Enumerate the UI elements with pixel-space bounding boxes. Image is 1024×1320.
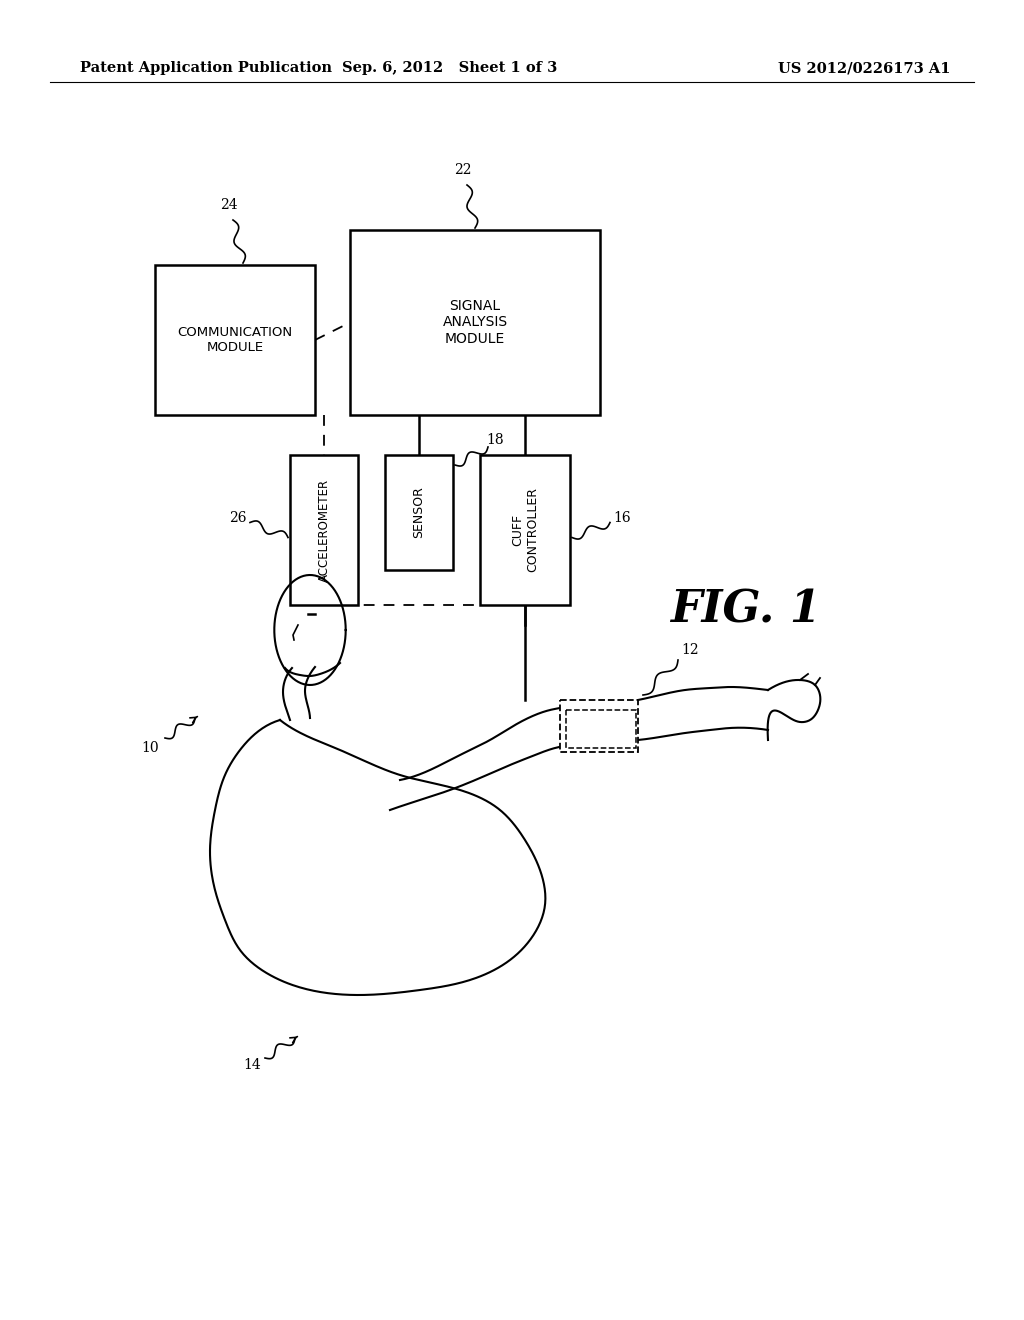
Text: 22: 22 [455, 162, 472, 177]
Text: Sep. 6, 2012   Sheet 1 of 3: Sep. 6, 2012 Sheet 1 of 3 [342, 61, 558, 75]
Bar [350, 230, 600, 414]
Text: FIG. 1: FIG. 1 [670, 589, 820, 631]
Text: SIGNAL
ANALYSIS
MODULE: SIGNAL ANALYSIS MODULE [442, 300, 508, 346]
Text: ACCELEROMETER: ACCELEROMETER [317, 478, 331, 582]
Text: COMMUNICATION
MODULE: COMMUNICATION MODULE [177, 326, 293, 354]
Bar [480, 455, 570, 605]
Bar [385, 455, 453, 570]
Bar [560, 700, 638, 752]
Bar [155, 265, 315, 414]
Text: 16: 16 [613, 511, 631, 524]
Text: 24: 24 [220, 198, 238, 213]
Text: CUFF
CONTROLLER: CUFF CONTROLLER [511, 487, 539, 573]
Text: 10: 10 [141, 741, 159, 755]
Bar [566, 710, 636, 748]
Bar [290, 455, 358, 605]
Text: 26: 26 [229, 511, 247, 524]
Text: 12: 12 [681, 643, 698, 657]
Text: SENSOR: SENSOR [413, 487, 426, 539]
Text: 14: 14 [243, 1059, 261, 1072]
Text: US 2012/0226173 A1: US 2012/0226173 A1 [777, 61, 950, 75]
Text: 18: 18 [486, 433, 504, 447]
Text: Patent Application Publication: Patent Application Publication [80, 61, 332, 75]
